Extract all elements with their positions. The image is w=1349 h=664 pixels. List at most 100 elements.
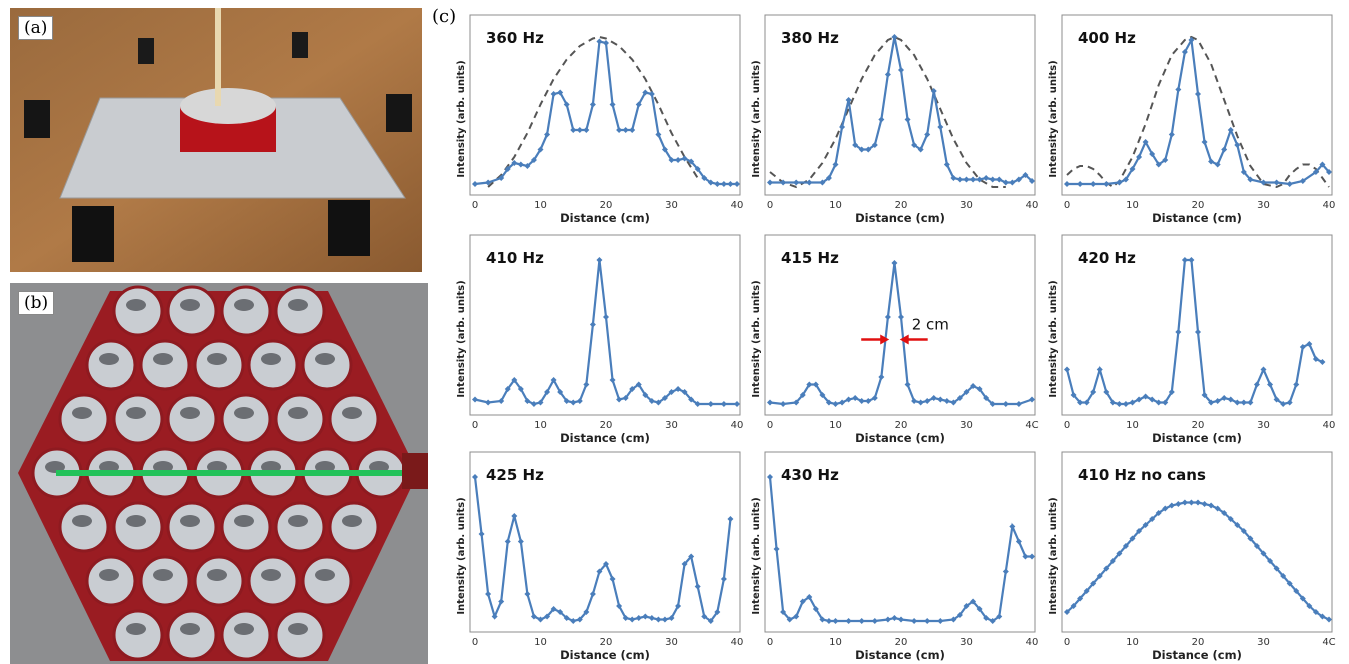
can-top — [274, 501, 326, 553]
y-axis-label: Intensity (arb. units) — [1048, 280, 1059, 397]
x-tick-label: 20 — [600, 200, 613, 211]
data-point — [1002, 401, 1009, 407]
data-point — [956, 176, 963, 183]
data-point — [865, 146, 872, 153]
data-point — [720, 401, 727, 407]
data-point — [852, 395, 859, 401]
microphone-rod — [215, 8, 221, 106]
x-tick-label: 30 — [1257, 637, 1270, 648]
data-point — [983, 615, 990, 621]
x-tick-label: 20 — [895, 200, 908, 211]
can-opening — [126, 623, 146, 635]
plot-6: 420 Hz 0 10 20 30 40 Distance (cm) Intensity (a… — [1048, 234, 1335, 445]
data-point — [1136, 528, 1143, 534]
data-point — [970, 176, 977, 183]
x-axis-label: Distance (cm) — [1152, 648, 1242, 662]
data-point — [583, 127, 590, 133]
data-point — [1015, 401, 1022, 407]
data-point — [550, 91, 557, 97]
data-point — [1208, 502, 1215, 509]
data-point — [924, 618, 931, 624]
data-point — [1227, 516, 1234, 522]
can-top — [247, 339, 299, 391]
arrow-left-head — [880, 334, 890, 345]
data-point — [1136, 396, 1143, 403]
data-point — [1267, 558, 1274, 564]
x-tick-label: 10 — [534, 637, 547, 648]
data-point — [825, 399, 832, 406]
data-point — [1326, 169, 1332, 175]
data-point — [767, 474, 773, 480]
data-point — [1129, 399, 1136, 406]
data-point — [648, 91, 655, 97]
data-point — [1029, 396, 1035, 403]
data-point — [707, 618, 714, 624]
data-point — [1175, 501, 1182, 507]
data-point — [839, 124, 846, 130]
can-top — [274, 285, 326, 337]
data-point — [911, 142, 918, 148]
data-point — [1240, 399, 1247, 406]
data-point — [970, 598, 977, 605]
data-point — [898, 314, 904, 320]
width-annotation: 2 cm — [861, 316, 949, 345]
data-point — [1009, 523, 1016, 530]
data-point — [1168, 389, 1175, 395]
data-point — [1293, 381, 1300, 388]
data-point — [1208, 158, 1215, 165]
data-point — [734, 401, 740, 407]
y-axis-label: Intensity (arb. units) — [751, 60, 762, 177]
data-point — [504, 166, 511, 172]
data-point — [1155, 510, 1162, 516]
data-point — [793, 179, 800, 186]
x-tick-label: 30 — [1257, 420, 1270, 431]
plot-frame — [1061, 451, 1333, 633]
speaker-front-left — [72, 206, 114, 262]
x-tick-label: 10 — [829, 637, 842, 648]
can-opening — [72, 407, 92, 419]
data-point — [799, 598, 806, 605]
can-top — [112, 393, 164, 445]
data-point — [537, 146, 544, 153]
x-axis-label: Distance (cm) — [855, 648, 945, 662]
data-point — [1122, 401, 1129, 407]
data-point — [517, 386, 524, 392]
data-point — [917, 399, 924, 406]
plot-title: 410 Hz no cans — [1078, 466, 1206, 484]
data-point — [983, 395, 990, 401]
can-array — [180, 88, 276, 152]
plot-title: 425 Hz — [486, 466, 544, 484]
data-point — [622, 127, 629, 133]
data-point — [707, 179, 714, 186]
data-point — [812, 381, 819, 388]
speaker-left — [24, 100, 50, 138]
can-top — [58, 501, 110, 553]
can-top — [166, 285, 218, 337]
can-top — [112, 501, 164, 553]
data-point — [1227, 396, 1234, 403]
data-point — [911, 398, 918, 404]
data-point — [871, 618, 878, 624]
data-point — [504, 386, 511, 392]
can-top — [58, 393, 110, 445]
data-point — [472, 396, 478, 403]
plot-title: 360 Hz — [486, 29, 544, 47]
x-tick-label: 10 — [534, 420, 547, 431]
data-point — [694, 166, 701, 172]
x-axis-label: Distance (cm) — [855, 211, 945, 225]
data-point — [511, 513, 518, 519]
data-point — [642, 89, 649, 96]
can-opening — [153, 353, 173, 365]
data-point — [1306, 341, 1313, 347]
data-point — [1234, 399, 1241, 406]
data-point — [1221, 146, 1228, 153]
x-axis-label: Distance (cm) — [1152, 211, 1242, 225]
data-point — [720, 181, 727, 187]
envelope-curve — [1066, 35, 1330, 189]
can-top — [220, 393, 272, 445]
data-point — [485, 399, 492, 406]
data-point — [950, 399, 957, 406]
arrow-right-head — [899, 334, 909, 345]
data-point — [1022, 553, 1029, 560]
can-top — [274, 393, 326, 445]
